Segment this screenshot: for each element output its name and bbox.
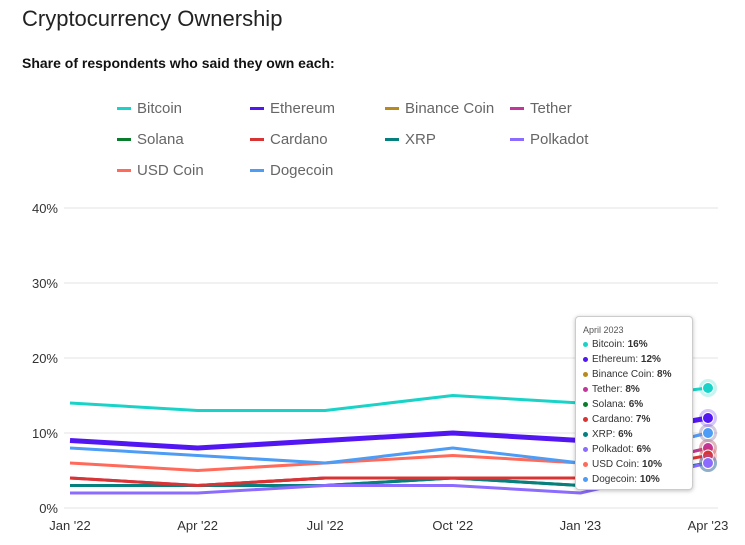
legend-item-tether[interactable]: Tether bbox=[510, 100, 572, 117]
tooltip-row: XRP: 6% bbox=[583, 427, 692, 442]
tooltip: April 2023 Bitcoin: 16% Ethereum: 12% Bina… bbox=[575, 316, 693, 490]
data-point[interactable] bbox=[702, 412, 714, 424]
series-dot-icon bbox=[583, 446, 588, 452]
tooltip-row: Binance Coin: 8% bbox=[583, 367, 692, 382]
legend-swatch bbox=[385, 138, 399, 141]
chart-subtitle: Share of respondents who said they own e… bbox=[22, 55, 335, 71]
x-tick-label: Oct '22 bbox=[432, 518, 473, 533]
tooltip-row: USD Coin: 10% bbox=[583, 457, 692, 472]
legend-item-xrp[interactable]: XRP bbox=[385, 131, 436, 148]
tooltip-value: 7% bbox=[635, 414, 651, 425]
tooltip-label: Cardano: bbox=[592, 414, 634, 425]
tooltip-value: 10% bbox=[642, 459, 663, 470]
legend-item-ethereum[interactable]: Ethereum bbox=[250, 100, 335, 117]
tooltip-value: 16% bbox=[627, 339, 648, 350]
tooltip-row: Solana: 6% bbox=[583, 397, 692, 412]
legend-label: XRP bbox=[405, 131, 436, 148]
data-point[interactable] bbox=[702, 427, 714, 439]
series-dot-icon bbox=[583, 401, 588, 407]
data-point[interactable] bbox=[702, 457, 714, 469]
legend-swatch bbox=[510, 107, 524, 110]
legend-swatch bbox=[510, 138, 524, 141]
legend-swatch bbox=[117, 107, 131, 110]
y-tick-label: 40% bbox=[32, 201, 58, 216]
legend-swatch bbox=[250, 138, 264, 141]
x-tick-label: Jul '22 bbox=[307, 518, 344, 533]
tooltip-label: XRP: bbox=[592, 429, 616, 440]
legend-label: Ethereum bbox=[270, 100, 336, 117]
x-tick-label: Jan '23 bbox=[560, 518, 602, 533]
legend-item-dogecoin[interactable]: Dogecoin bbox=[250, 162, 333, 179]
tooltip-label: Binance Coin: bbox=[592, 369, 655, 380]
x-tick-label: Jan '22 bbox=[49, 518, 91, 533]
series-dot-icon bbox=[583, 341, 588, 347]
tooltip-title: April 2023 bbox=[583, 325, 624, 335]
tooltip-row: Ethereum: 12% bbox=[583, 352, 692, 367]
tooltip-label: Dogecoin: bbox=[592, 474, 638, 485]
series-dot-icon bbox=[583, 476, 588, 482]
legend-swatch bbox=[250, 169, 264, 172]
tooltip-row: Tether: 8% bbox=[583, 382, 692, 397]
legend-swatch bbox=[117, 138, 131, 141]
tooltip-value: 10% bbox=[639, 474, 660, 485]
tooltip-row: Dogecoin: 10% bbox=[583, 472, 692, 487]
legend-item-solana[interactable]: Solana bbox=[117, 131, 184, 148]
tooltip-label: Solana: bbox=[592, 399, 626, 410]
legend-item-usd-coin[interactable]: USD Coin bbox=[117, 162, 204, 179]
y-tick-label: 30% bbox=[32, 276, 58, 291]
y-tick-label: 0% bbox=[39, 501, 58, 516]
tooltip-value: 6% bbox=[636, 444, 651, 455]
tooltip-row: Cardano: 7% bbox=[583, 412, 692, 427]
legend-label: USD Coin bbox=[137, 162, 204, 179]
tooltip-row: Bitcoin: 16% bbox=[583, 337, 692, 352]
series-dot-icon bbox=[583, 386, 588, 392]
tooltip-value: 12% bbox=[640, 354, 661, 365]
tooltip-label: Bitcoin: bbox=[592, 339, 625, 350]
tooltip-label: Polkadot: bbox=[592, 444, 634, 455]
tooltip-value: 6% bbox=[628, 399, 644, 410]
series-dot-icon bbox=[583, 356, 588, 362]
legend-label: Binance Coin bbox=[405, 100, 495, 117]
y-tick-label: 10% bbox=[32, 426, 58, 441]
legend-swatch bbox=[250, 107, 264, 110]
tooltip-label: USD Coin: bbox=[592, 459, 640, 470]
tooltip-value: 8% bbox=[657, 369, 672, 380]
chart-title: Cryptocurrency Ownership bbox=[22, 6, 283, 31]
legend-item-binance-coin[interactable]: Binance Coin bbox=[385, 100, 494, 117]
tooltip-label: Ethereum: bbox=[592, 354, 639, 365]
legend-label: Bitcoin bbox=[137, 100, 183, 117]
legend-label: Tether bbox=[530, 100, 572, 117]
tooltip-row: Polkadot: 6% bbox=[583, 442, 692, 457]
series-dot-icon bbox=[583, 461, 588, 467]
legend-swatch bbox=[117, 169, 131, 172]
x-tick-label: Apr '22 bbox=[177, 518, 218, 533]
legend-label: Polkadot bbox=[530, 131, 589, 148]
legend-item-cardano[interactable]: Cardano bbox=[250, 131, 328, 148]
legend-swatch bbox=[385, 107, 399, 110]
legend-item-bitcoin[interactable]: Bitcoin bbox=[117, 100, 182, 117]
y-tick-label: 20% bbox=[32, 351, 58, 366]
legend-label: Cardano bbox=[270, 131, 328, 148]
series-dot-icon bbox=[583, 371, 588, 377]
series-dot-icon bbox=[583, 416, 588, 422]
tooltip-label: Tether: bbox=[592, 384, 623, 395]
x-tick-label: Apr '23 bbox=[688, 518, 729, 533]
legend-label: Dogecoin bbox=[270, 162, 334, 179]
legend-label: Solana bbox=[137, 131, 184, 148]
series-dot-icon bbox=[583, 431, 588, 437]
tooltip-value: 8% bbox=[625, 384, 640, 395]
data-point[interactable] bbox=[702, 382, 714, 394]
tooltip-value: 6% bbox=[618, 429, 633, 440]
legend-item-polkadot[interactable]: Polkadot bbox=[510, 131, 588, 148]
